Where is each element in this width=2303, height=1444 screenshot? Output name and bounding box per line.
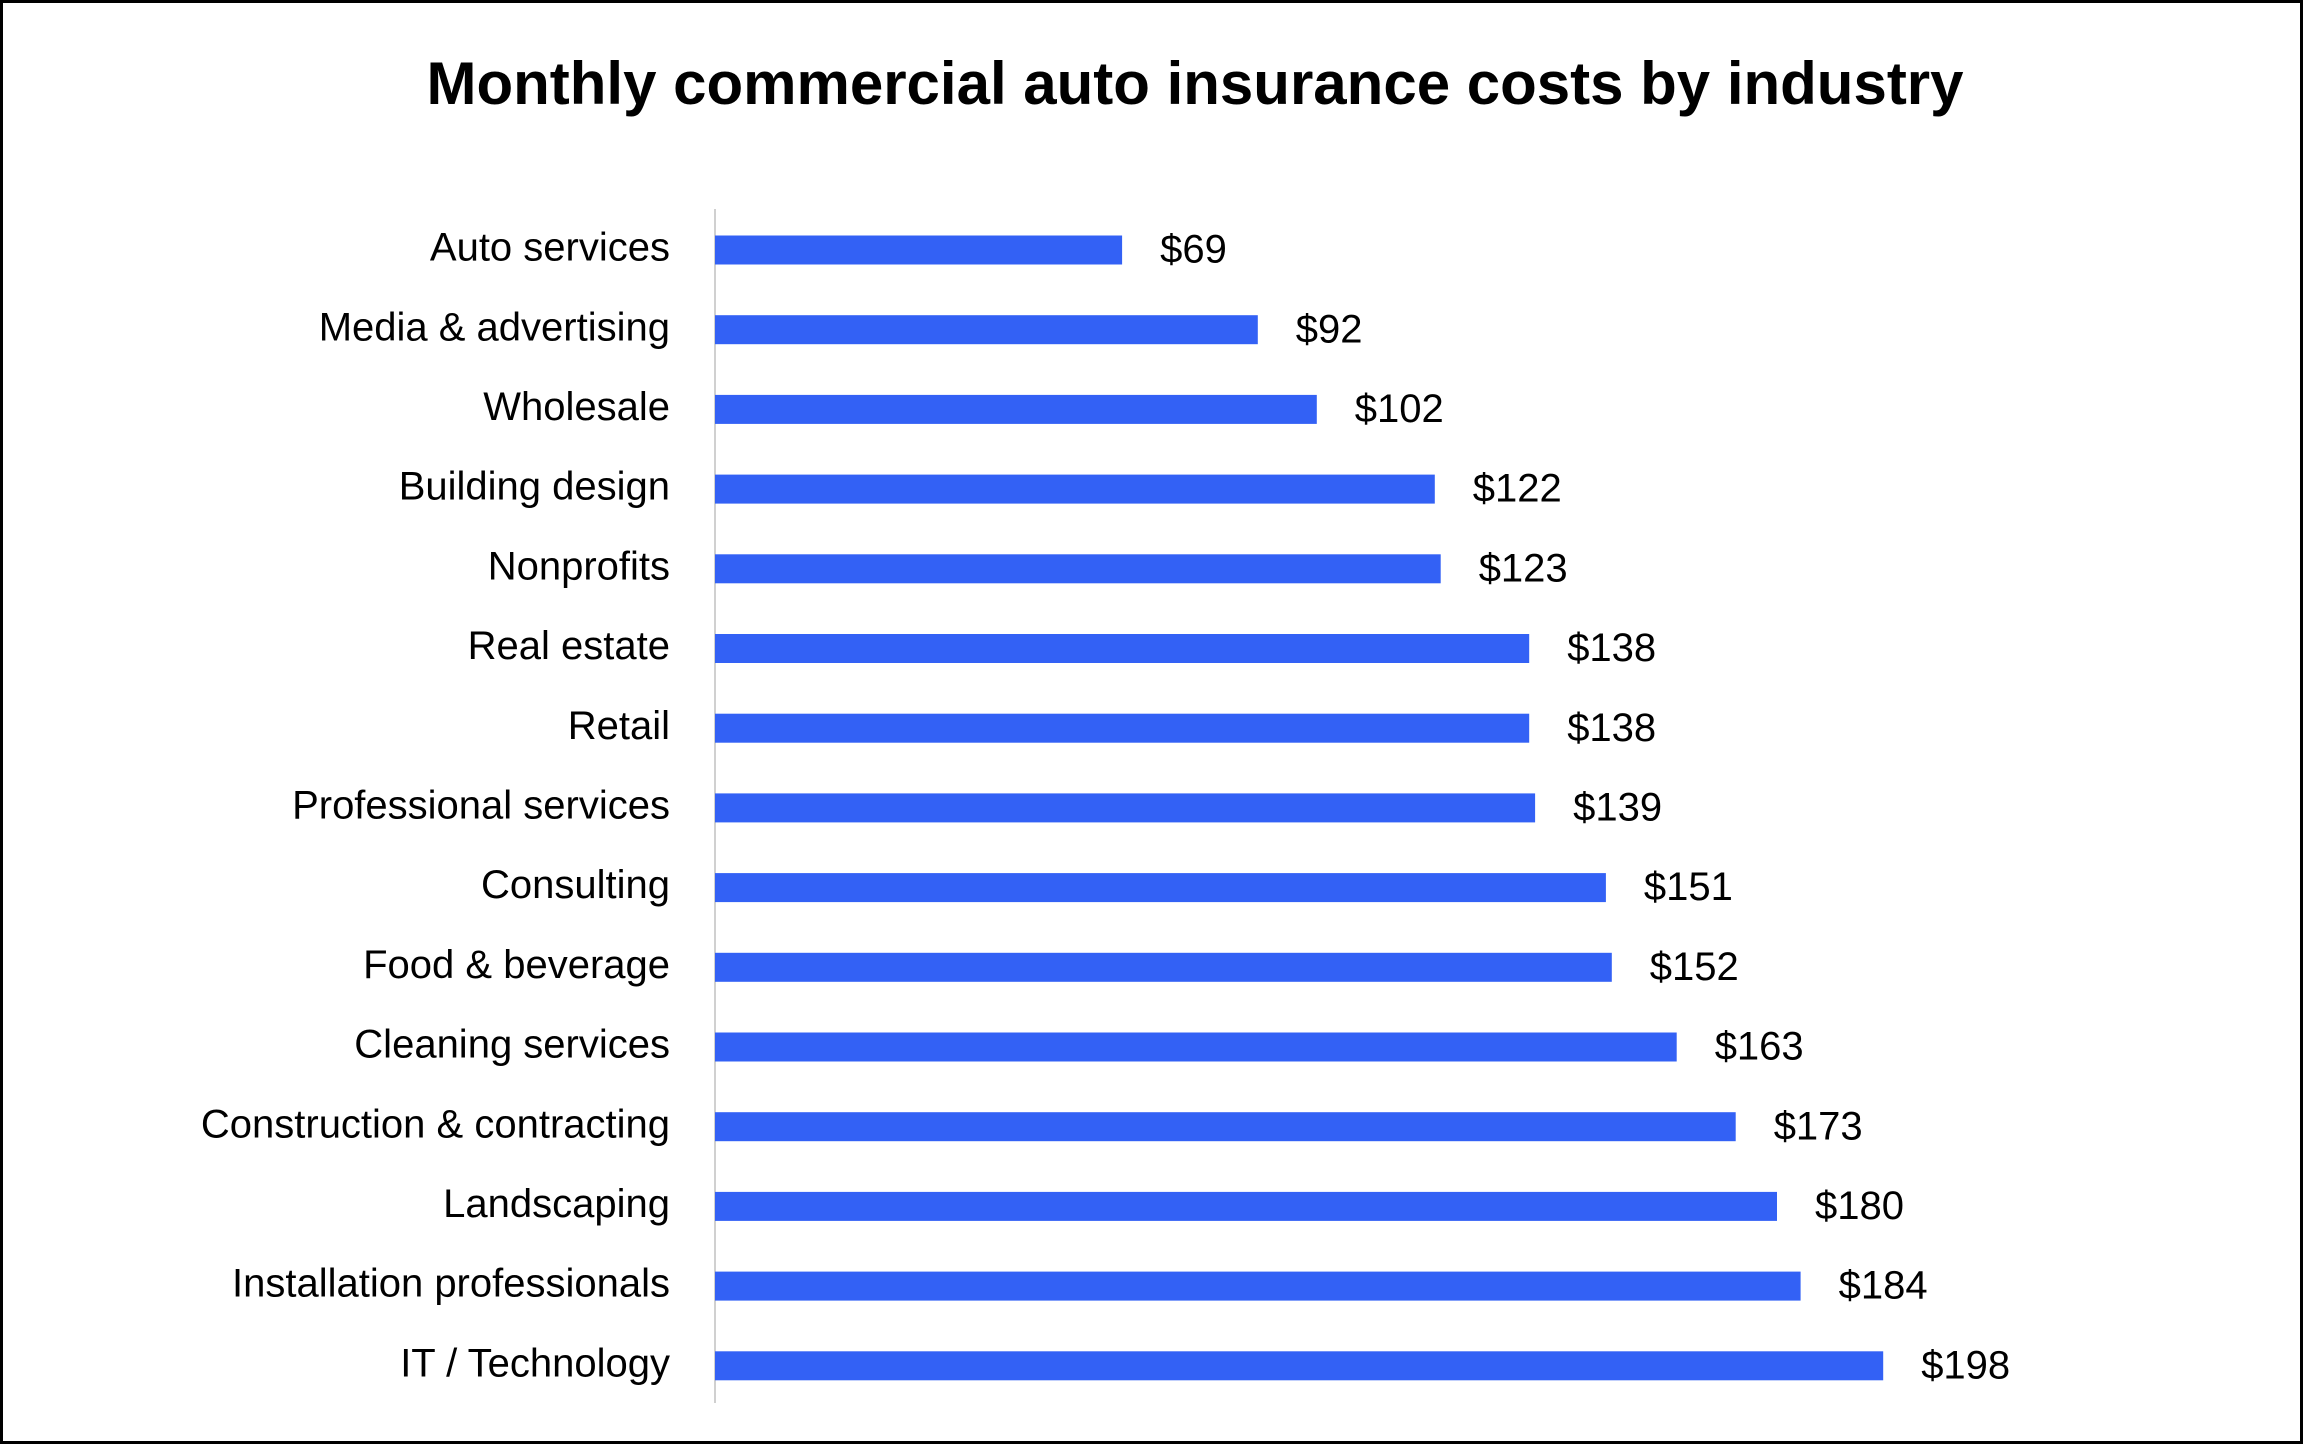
category-label: Auto services — [430, 226, 670, 270]
value-label: $102 — [1355, 387, 1444, 431]
value-label: $151 — [1644, 865, 1733, 909]
value-label: $184 — [1839, 1264, 1928, 1308]
bar — [715, 394, 1317, 424]
category-label: Construction & contracting — [201, 1102, 670, 1146]
bar — [715, 1032, 1677, 1062]
category-label: Nonprofits — [488, 544, 670, 588]
bar — [715, 1271, 1801, 1301]
category-label: IT / Technology — [400, 1341, 670, 1385]
category-label: Cleaning services — [354, 1023, 670, 1067]
category-label: Building design — [399, 465, 670, 509]
category-label: Consulting — [481, 863, 670, 907]
bar — [715, 952, 1612, 982]
bar — [715, 235, 1123, 265]
category-label: Installation professionals — [232, 1262, 670, 1306]
category-label: Landscaping — [443, 1182, 670, 1226]
bar — [715, 793, 1536, 823]
value-label: $173 — [1774, 1104, 1863, 1148]
value-label: $69 — [1160, 228, 1227, 272]
category-label: Real estate — [468, 624, 670, 668]
bar — [715, 713, 1530, 743]
category-label: Food & beverage — [363, 943, 670, 987]
value-label: $180 — [1815, 1184, 1904, 1228]
value-label: $198 — [1921, 1343, 2010, 1387]
value-label: $138 — [1567, 626, 1656, 670]
category-label: Professional services — [292, 783, 670, 827]
category-label: Retail — [568, 704, 670, 748]
bar — [715, 1191, 1777, 1221]
value-label: $92 — [1296, 307, 1363, 351]
chart-title: Monthly commercial auto insurance costs … — [426, 50, 1964, 117]
bar — [715, 315, 1258, 345]
value-label: $123 — [1479, 546, 1568, 590]
category-label: Wholesale — [483, 385, 670, 429]
bar — [715, 474, 1435, 504]
bar — [715, 1112, 1736, 1142]
value-label: $122 — [1473, 467, 1562, 511]
value-label: $139 — [1573, 785, 1662, 829]
bar — [715, 873, 1606, 903]
category-label: Media & advertising — [319, 305, 670, 349]
bar — [715, 634, 1530, 663]
bar — [715, 554, 1441, 584]
value-label: $163 — [1715, 1025, 1804, 1069]
value-label: $138 — [1567, 706, 1656, 750]
bar — [715, 1351, 1884, 1381]
value-label: $152 — [1650, 945, 1739, 989]
